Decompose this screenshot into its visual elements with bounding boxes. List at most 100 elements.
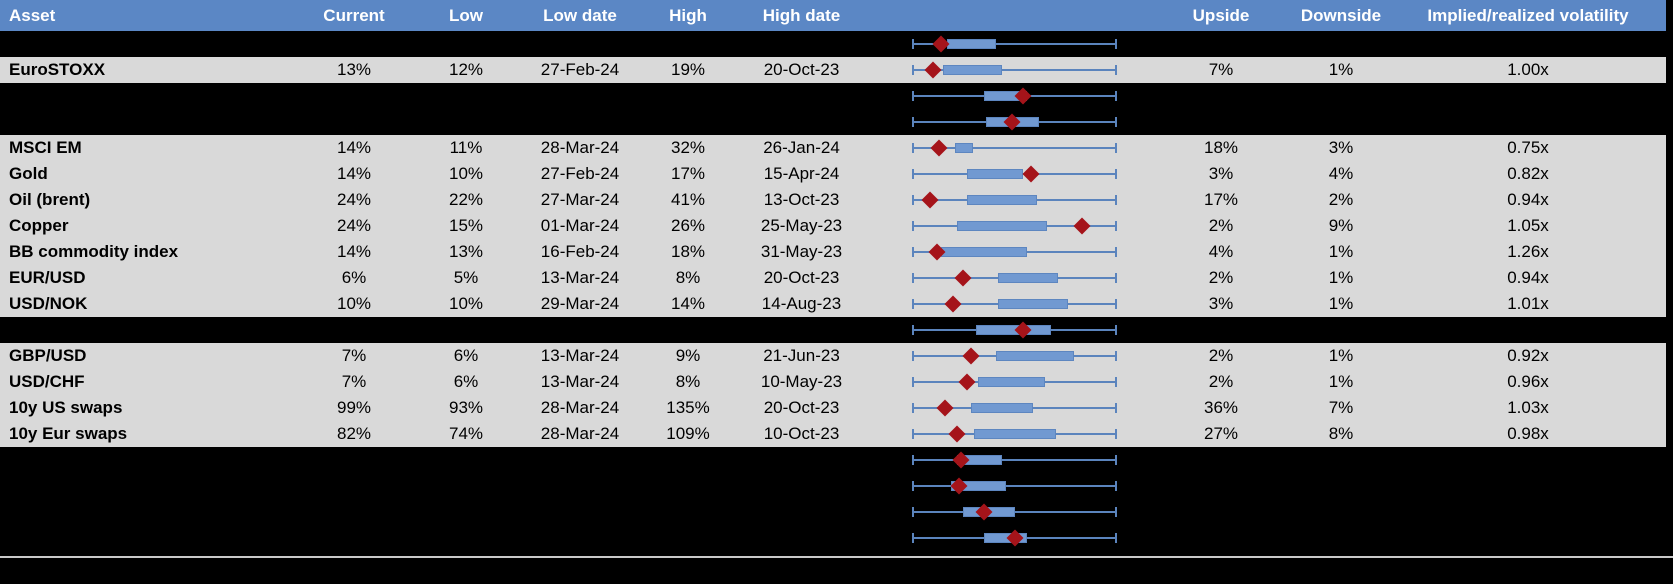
cell-current: 7% [341, 346, 367, 365]
cell-asset: 10y Eur swaps [9, 424, 128, 443]
boxplot-cap-left [912, 91, 914, 101]
cell-low: 74% [448, 424, 484, 443]
cell-low_date: 13-Mar-24 [540, 372, 620, 391]
cell-high_date [723, 473, 880, 499]
boxplot-whisker [912, 147, 1117, 149]
cell-chart [880, 239, 1150, 265]
boxplot-cap-right [1115, 455, 1117, 465]
cell-chart [880, 421, 1150, 447]
cell-upside [1150, 317, 1292, 343]
column-header-high_date: High date [762, 5, 841, 25]
cell-low: 5% [453, 268, 479, 287]
cell-downside [1292, 525, 1390, 551]
cell-high_date: 14-Aug-23 [761, 294, 842, 313]
footer-band [0, 551, 1673, 584]
table-row-eur-usd: EUR/USD 6% 5% 13-Mar-24 8% 20-Oct-23 2% 1% 0.94x [0, 265, 1666, 291]
cell-high: 8% [675, 372, 701, 391]
cell-upside: 2% [1208, 372, 1234, 391]
boxplot-cap-right [1115, 273, 1117, 283]
cell-high: 14% [670, 294, 706, 313]
boxplot-cap-left [912, 221, 914, 231]
cell-upside: 18% [1203, 138, 1239, 157]
boxplot [912, 529, 1117, 547]
cell-asset: Gold [9, 164, 48, 183]
boxplot-cap-right [1115, 403, 1117, 413]
boxplot-box [998, 273, 1058, 283]
cell-low: 6% [453, 346, 479, 365]
cell-upside [1150, 109, 1292, 135]
cell-chart [880, 161, 1150, 187]
cell-downside: 1% [1328, 60, 1354, 79]
cell-high: 32% [670, 138, 706, 157]
boxplot [912, 243, 1117, 261]
cell-low [425, 473, 507, 499]
cell-chart [880, 265, 1150, 291]
cell-upside [1150, 31, 1292, 57]
cell-chart [880, 31, 1150, 57]
cell-low: 22% [448, 190, 484, 209]
cell-downside: 1% [1328, 242, 1354, 261]
cell-low [425, 525, 507, 551]
cell-chart [880, 187, 1150, 213]
boxplot [912, 191, 1117, 209]
cell-implied [1390, 317, 1666, 343]
cell-low: 15% [448, 216, 484, 235]
column-header-current: Current [323, 5, 385, 25]
cell-high_date [723, 525, 880, 551]
cell-upside: 3% [1208, 294, 1234, 313]
cell-implied: 1.03x [1507, 398, 1549, 417]
boxplot [912, 35, 1117, 53]
boxplot-cap-right [1115, 507, 1117, 517]
spacer-row [0, 499, 1666, 525]
boxplot-cap-right [1115, 39, 1117, 49]
cell-asset [0, 109, 283, 135]
cell-asset: Copper [9, 216, 69, 235]
cell-high_date: 20-Oct-23 [763, 60, 840, 79]
cell-current [283, 447, 425, 473]
boxplot-cap-right [1115, 351, 1117, 361]
table-row-copper: Copper 24% 15% 01-Mar-24 26% 25-May-23 2% 9% 1.0… [0, 213, 1666, 239]
cell-high [653, 83, 723, 109]
boxplot [912, 399, 1117, 417]
cell-current: 14% [336, 164, 372, 183]
cell-current [283, 83, 425, 109]
boxplot [912, 61, 1117, 79]
diamond-marker-icon [930, 139, 948, 157]
boxplot [912, 87, 1117, 105]
cell-high: 41% [670, 190, 706, 209]
cell-asset [0, 525, 283, 551]
cell-implied: 0.82x [1507, 164, 1549, 183]
boxplot-box [971, 403, 1033, 413]
column-header-chart [880, 0, 1150, 31]
cell-asset [0, 499, 283, 525]
cell-upside: 36% [1203, 398, 1239, 417]
cell-high [653, 31, 723, 57]
table-header-row: Asset Current Low Low date High High date Upsi… [0, 0, 1666, 31]
cell-downside [1292, 499, 1390, 525]
boxplot-cap-left [912, 117, 914, 127]
cell-low_date [507, 83, 653, 109]
cell-implied [1390, 109, 1666, 135]
boxplot-box [998, 299, 1068, 309]
cell-asset: USD/CHF [9, 372, 85, 391]
cell-high [653, 473, 723, 499]
cell-downside [1292, 447, 1390, 473]
cell-high_date [723, 109, 880, 135]
spacer-row [0, 109, 1666, 135]
cell-low_date: 29-Mar-24 [540, 294, 620, 313]
boxplot-whisker [912, 511, 1117, 513]
boxplot-whisker [912, 43, 1117, 45]
cell-chart [880, 499, 1150, 525]
cell-high_date [723, 317, 880, 343]
cell-downside: 8% [1328, 424, 1354, 443]
cell-chart [880, 447, 1150, 473]
cell-high: 26% [670, 216, 706, 235]
cell-low_date [507, 31, 653, 57]
cell-high: 109% [666, 424, 710, 443]
cell-upside [1150, 447, 1292, 473]
cell-downside: 1% [1328, 268, 1354, 287]
cell-implied: 1.01x [1507, 294, 1549, 313]
cell-downside: 7% [1328, 398, 1354, 417]
cell-downside: 1% [1328, 346, 1354, 365]
boxplot-whisker [912, 459, 1117, 461]
